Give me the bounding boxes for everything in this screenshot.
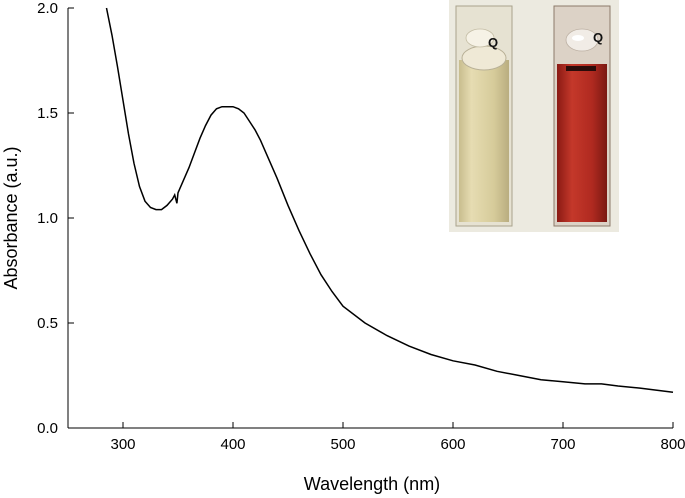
y-tick-label: 1.0 <box>37 210 58 227</box>
left-cuvette: Q <box>455 5 513 227</box>
x-tick-label: 400 <box>220 436 245 453</box>
y-axis-title: Absorbance (a.u.) <box>1 146 21 289</box>
left-cuvette-liquid <box>459 60 509 222</box>
right-cuvette: Q <box>553 5 611 227</box>
x-axis-title: Wavelength (nm) <box>304 474 440 494</box>
x-tick-label: 700 <box>550 436 575 453</box>
y-tick-label: 1.5 <box>37 105 58 122</box>
y-tick-label: 0.5 <box>37 315 58 332</box>
cuvette-photo-inset: Q Q <box>449 0 619 232</box>
left-cuvette-label: Q <box>488 35 498 50</box>
x-axis-ticks: 300 400 500 600 700 800 <box>110 422 685 453</box>
x-tick-label: 300 <box>110 436 135 453</box>
x-tick-label: 600 <box>440 436 465 453</box>
y-axis-ticks: 0.0 0.5 1.0 1.5 2.0 <box>37 0 74 437</box>
x-tick-label: 800 <box>660 436 685 453</box>
x-tick-label: 500 <box>330 436 355 453</box>
right-cuvette-label: Q <box>593 30 603 45</box>
right-cuvette-liquid <box>557 64 607 222</box>
y-tick-label: 0.0 <box>37 420 58 437</box>
y-tick-label: 2.0 <box>37 0 58 17</box>
absorbance-series-line <box>105 7 674 394</box>
